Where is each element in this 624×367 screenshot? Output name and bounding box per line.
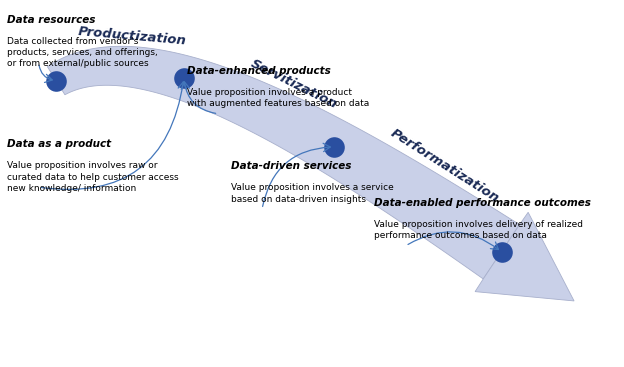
Text: Value proposition involves raw or
curated data to help customer access
new knowl: Value proposition involves raw or curate…	[7, 161, 179, 193]
Text: Data resources: Data resources	[7, 15, 96, 25]
Text: Data-driven services: Data-driven services	[231, 161, 351, 171]
FancyArrowPatch shape	[263, 143, 330, 207]
Text: Productization: Productization	[77, 25, 187, 48]
Point	[179, 75, 189, 81]
Text: Data as a product: Data as a product	[7, 139, 112, 149]
Text: Data-enhanced products: Data-enhanced products	[187, 66, 331, 76]
FancyArrowPatch shape	[39, 65, 52, 83]
FancyArrowPatch shape	[408, 232, 499, 250]
FancyArrowPatch shape	[41, 82, 187, 189]
Text: Servitization: Servitization	[248, 57, 339, 112]
Text: Performatization: Performatization	[388, 127, 501, 206]
Text: Data collected from vendor's
products, services, and offerings,
or from external: Data collected from vendor's products, s…	[7, 37, 158, 68]
Text: Value proposition involves delivery of realized
performance outcomes based on da: Value proposition involves delivery of r…	[374, 220, 583, 240]
Point	[497, 249, 507, 255]
Text: Value proposition involves a service
based on data-driven insights: Value proposition involves a service bas…	[231, 184, 394, 204]
Point	[51, 78, 61, 84]
Text: Data-enabled performance outcomes: Data-enabled performance outcomes	[374, 198, 592, 208]
FancyArrowPatch shape	[181, 82, 216, 113]
Polygon shape	[475, 212, 574, 301]
Polygon shape	[47, 46, 520, 279]
Text: Value proposition involves a product
with augmented features based on data: Value proposition involves a product wit…	[187, 88, 369, 108]
Point	[329, 144, 339, 150]
